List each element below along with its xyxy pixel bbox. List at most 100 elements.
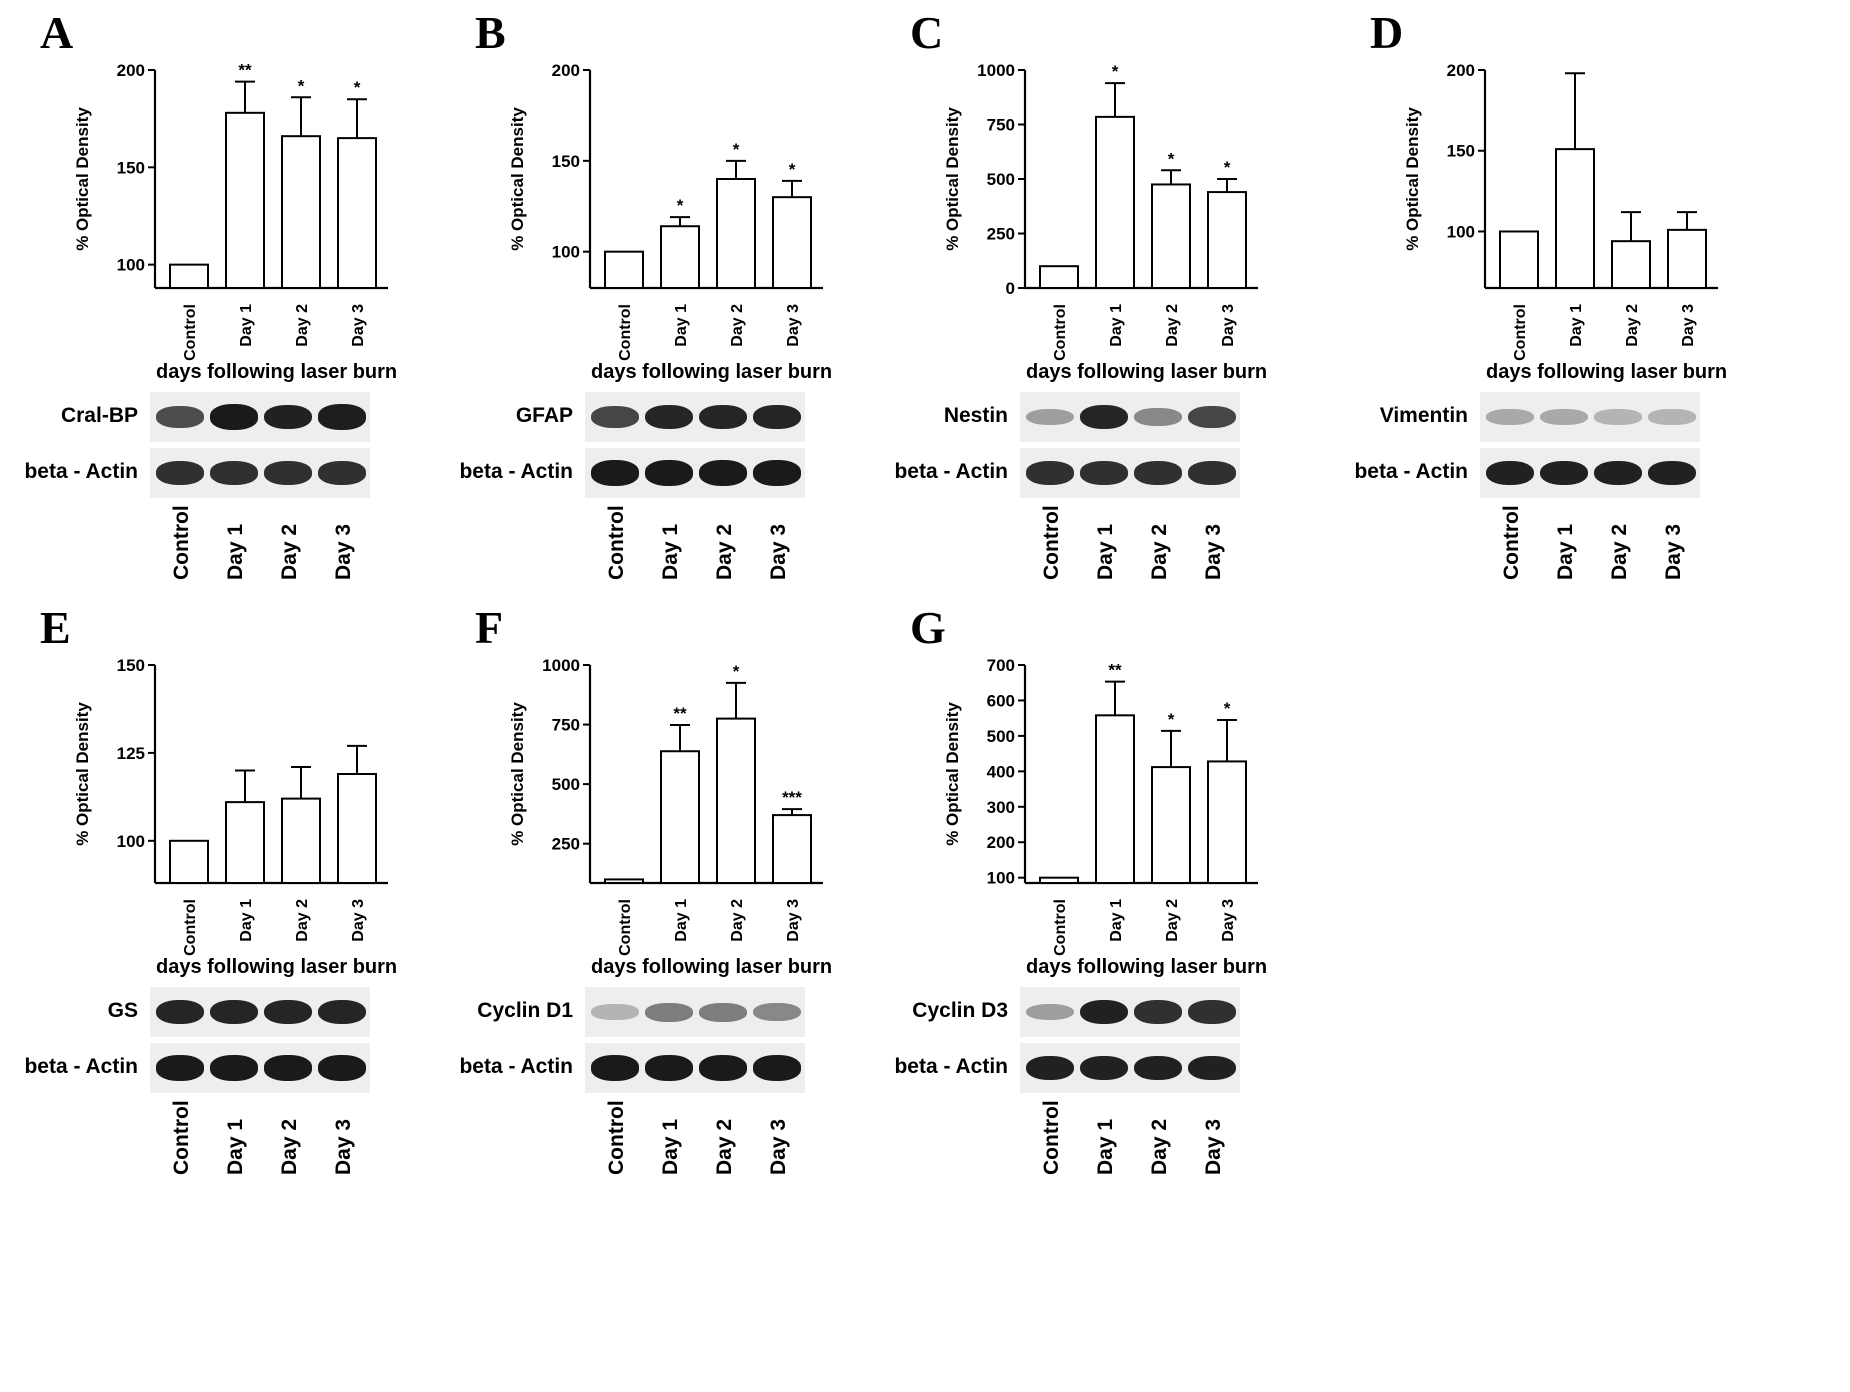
band-control [591,1004,639,1020]
band-control [1026,1003,1074,1021]
y-tick-label: 500 [987,170,1015,189]
band-day-2 [699,1055,747,1081]
bar-day-1 [1555,148,1595,289]
x-tick-label: Control [182,304,199,361]
lane-label: Day 3 [767,1118,790,1175]
band-day-1 [1080,404,1128,430]
actin-blot [1020,1043,1240,1093]
bar-day-3 [772,196,812,290]
band-day-1 [210,461,258,485]
lane-label: Day 2 [1608,523,1631,580]
bar-control [1499,230,1539,289]
y-tick-label: 0 [1006,279,1015,298]
panel-g: G 100 200 300 400 500 600 700 % Optical Density C… [894,602,1370,1285]
bar-control [604,878,644,885]
x-axis-title: days following laser burn [1026,361,1268,383]
band-day-1 [1540,408,1588,426]
panel-letter: C [910,7,944,58]
x-tick-label: Day 3 [1220,304,1237,347]
panel-d: D 100 150 200 % Optical Density Control Day 1 D… [1354,7,1830,690]
band-day-2 [699,404,747,430]
protein-blot [1480,392,1700,442]
bar-chart: 0 250 500 750 1000 % Optical Density Control * D… [943,61,1258,361]
x-tick-label: Day 3 [1680,304,1697,347]
x-tick-label: Day 2 [729,899,746,942]
x-tick-label: Day 2 [1164,304,1181,347]
band-day-3 [1188,1000,1236,1024]
panel-letter: D [1370,7,1404,58]
band-day-2 [1134,461,1182,485]
protein-blot [150,987,370,1037]
band-day-3 [753,404,801,430]
lane-label: Day 3 [332,1118,355,1175]
lane-label: Day 2 [1148,1118,1171,1175]
y-tick-label: 500 [552,775,580,794]
x-tick-label: Control [1052,304,1069,361]
actin-blot-label: beta - Actin [24,1055,138,1078]
bar-day-2 [281,797,321,884]
actin-blot [585,448,805,498]
x-tick-label: Day 1 [1108,899,1125,942]
y-tick-label: 1000 [977,61,1015,80]
actin-blot [150,1043,370,1093]
x-axis-title: days following laser burn [156,361,398,383]
bar-day-3 [1207,760,1247,884]
bar-day-1 [1095,714,1135,884]
lane-label: Control [605,1100,628,1175]
lane-label: Day 2 [1148,523,1171,580]
band-control [591,460,639,486]
band-control [591,405,639,429]
y-tick-label: 100 [1447,222,1475,241]
bar-day-1 [660,225,700,290]
lane-label: Day 1 [1094,1118,1117,1175]
y-tick-label: 400 [987,762,1015,781]
x-tick-label: Day 2 [294,304,311,347]
x-axis-title: days following laser burn [156,956,398,978]
bar-day-1 [1095,115,1135,290]
protein-blot-label: Cyclin D3 [912,999,1008,1022]
band-day-1 [645,1002,693,1022]
x-tick-label: Day 1 [1108,304,1125,347]
y-tick-label: 150 [117,656,145,675]
bar-day-2 [281,135,321,289]
lane-label: Day 3 [767,523,790,580]
lane-label: Day 2 [278,1118,301,1175]
actin-blot [1020,448,1240,498]
lane-label: Control [1040,1100,1063,1175]
band-day-1 [1080,1055,1128,1081]
panel-letter: G [910,602,946,653]
lane-label: Day 1 [1554,523,1577,580]
protein-blot-label: Nestin [943,404,1008,427]
significance-marker: * [733,662,740,681]
x-tick-label: Day 2 [1164,899,1181,942]
band-day-2 [699,460,747,486]
protein-blot [1020,392,1240,442]
significance-marker: * [354,78,361,97]
panel-letter: B [475,7,506,58]
band-day-3 [1648,409,1696,425]
significance-marker: * [733,140,740,159]
y-tick-label: 150 [1447,142,1475,161]
band-day-3 [1188,405,1236,429]
y-tick-label: 100 [117,256,145,275]
lane-label: Day 1 [224,1118,247,1175]
y-axis-label: % Optical Density [1403,107,1422,251]
bar-control [1039,876,1079,884]
y-axis-label: % Optical Density [943,702,962,846]
band-control [156,1055,204,1081]
bar-day-2 [1151,766,1191,884]
bar-day-2 [716,178,756,289]
band-day-3 [753,460,801,486]
y-tick-label: 500 [987,727,1015,746]
lane-label: Day 1 [1094,523,1117,580]
y-tick-label: 100 [987,869,1015,888]
bar-day-3 [1667,228,1707,290]
y-axis-label: % Optical Density [508,107,527,251]
lane-label: Control [1040,505,1063,580]
bar-day-2 [1151,183,1191,289]
x-tick-label: Day 1 [1568,304,1585,347]
x-tick-label: Day 1 [673,304,690,347]
band-day-2 [264,999,312,1025]
lane-label: Day 3 [1202,1118,1225,1175]
significance-marker: * [1168,149,1175,168]
